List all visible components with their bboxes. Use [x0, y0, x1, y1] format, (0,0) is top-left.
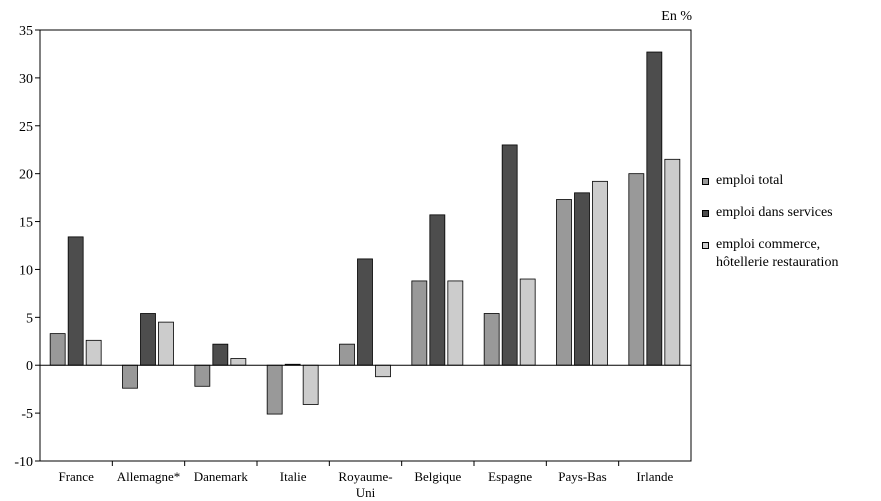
bar	[483, 313, 500, 366]
y-tick-label: 10	[19, 263, 33, 278]
y-tick-label: 25	[19, 120, 33, 135]
bar	[519, 278, 536, 366]
y-tick-label: -5	[21, 407, 33, 422]
legend-swatch-emploi-commerce	[702, 242, 709, 249]
x-tick-label: Allemagne*	[117, 469, 181, 484]
bar	[411, 280, 428, 366]
unit-label: En %	[661, 9, 692, 24]
bar	[556, 199, 572, 366]
legend-swatch-emploi-total	[702, 178, 709, 185]
legend-swatch-emploi-services	[702, 210, 709, 217]
bar	[447, 280, 464, 366]
plot-area-frame	[39, 29, 692, 462]
bar	[140, 313, 156, 366]
y-tick-label: 35	[19, 24, 33, 39]
y-tick-label: 20	[19, 168, 33, 183]
bar	[230, 358, 247, 366]
x-tick-label: Belgique	[414, 469, 461, 484]
y-tick-label: 15	[19, 216, 33, 231]
x-tick-label: Danemark	[194, 469, 249, 484]
legend-label-emploi-commerce: emploi commerce, hôtellerie restauration	[716, 237, 839, 270]
legend-item-emploi-commerce: emploi commerce, hôtellerie restauration	[702, 236, 880, 272]
legend-label-emploi-services: emploi dans services	[716, 205, 833, 220]
y-tick-label: -10	[14, 455, 33, 470]
bar	[85, 339, 102, 366]
bar	[339, 343, 355, 366]
bar	[266, 364, 283, 415]
bar	[122, 364, 138, 389]
y-tick-label: 0	[26, 359, 33, 374]
bar	[302, 364, 319, 405]
bar	[212, 343, 229, 366]
bars	[49, 51, 681, 415]
bar	[664, 158, 681, 366]
bar	[574, 192, 590, 366]
bar	[592, 180, 608, 366]
x-tick-label: Pays-Bas	[558, 469, 606, 484]
legend-label-emploi-total: emploi total	[716, 173, 784, 188]
x-tick-label: Espagne	[488, 469, 532, 484]
legend-item-emploi-total: emploi total	[702, 172, 880, 190]
y-tick-label: 5	[26, 311, 33, 326]
bar	[501, 144, 518, 366]
x-tick-label: Irlande	[636, 469, 673, 484]
bar	[375, 364, 391, 378]
y-tick-label: 30	[19, 72, 33, 87]
y-axis-ticks: -10 -5 0 5 10 15 20 25 30 35	[14, 24, 40, 470]
x-tick-label: France	[58, 469, 94, 484]
x-axis-labels: France Allemagne* Danemark Italie Royaume-Un…	[58, 461, 673, 500]
bar	[158, 321, 174, 366]
legend-item-emploi-services: emploi dans services	[702, 204, 880, 222]
bar	[49, 333, 66, 366]
x-tick-label: Royaume-Uni	[338, 469, 392, 500]
bar	[67, 236, 84, 366]
bar	[628, 173, 645, 366]
bar	[194, 364, 211, 387]
bar	[646, 51, 663, 366]
x-tick-label: Italie	[280, 469, 307, 484]
bar	[429, 214, 446, 366]
legend: emploi total emploi dans services emploi…	[702, 172, 880, 286]
bar	[357, 258, 373, 366]
